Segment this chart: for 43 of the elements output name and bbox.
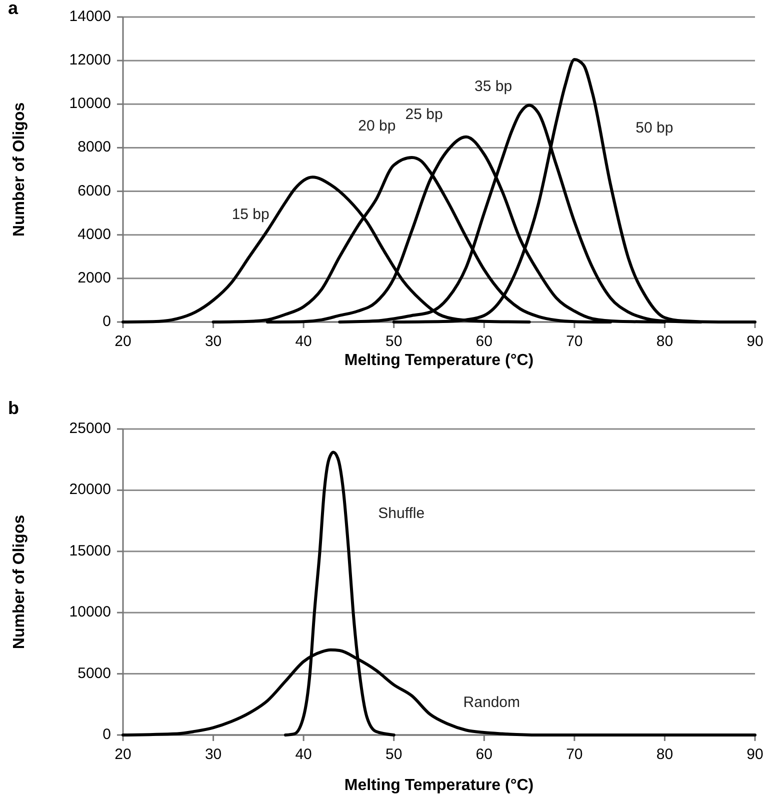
- y-axis-title: Number of Oligos: [11, 514, 28, 650]
- series-label: 25 bp: [405, 106, 443, 123]
- y-tick-label: 10000: [69, 95, 111, 112]
- x-tick-label: 50: [386, 746, 402, 763]
- x-tick-label: 90: [746, 333, 764, 350]
- y-tick-label: 4000: [78, 226, 111, 243]
- x-tick-label: 40: [295, 746, 312, 763]
- y-tick-label: 6000: [78, 182, 111, 200]
- x-axis-title: Melting Temperature (°C): [344, 777, 534, 794]
- y-tick-label: 12000: [69, 52, 111, 69]
- x-tick-label: 40: [295, 333, 312, 350]
- y-tick-label: 25000: [69, 420, 111, 437]
- x-tick-label: 80: [656, 333, 674, 350]
- x-tick-label: 30: [204, 333, 222, 350]
- y-tick-label: 15000: [69, 542, 111, 560]
- series-label: 20 bp: [358, 117, 396, 134]
- x-tick-label: 20: [114, 333, 132, 350]
- x-tick-label: 70: [566, 333, 583, 350]
- series-label: 15 bp: [232, 206, 270, 224]
- x-tick-label: 90: [746, 746, 764, 763]
- x-tick-label: 80: [656, 746, 674, 763]
- y-tick-label: 5000: [78, 664, 111, 682]
- y-tick-label: 0: [102, 312, 111, 330]
- text: Shuffle: [378, 505, 425, 522]
- x-tick-label: 20: [114, 746, 132, 763]
- y-tick-label: 0: [102, 726, 111, 743]
- y-tick-label: 14000: [69, 8, 111, 25]
- series-label: 35 bp: [474, 78, 512, 96]
- chart-title: b: [8, 398, 19, 418]
- text: 50 bp: [636, 119, 674, 136]
- x-tick-label: 50: [386, 333, 402, 350]
- x-tick-label: 70: [566, 746, 583, 763]
- series-label: Random: [463, 694, 520, 711]
- x-tick-label: 60: [476, 746, 492, 763]
- x-axis-title: Melting Temperature (°C): [344, 352, 534, 369]
- y-tick-label: 20000: [69, 481, 111, 498]
- y-tick-label: 2000: [78, 269, 111, 286]
- y-axis-title: Number of Oligos: [11, 102, 28, 237]
- x-tick-label: 60: [476, 333, 492, 350]
- chart-title: a: [8, 0, 19, 18]
- y-tick-label: 8000: [78, 138, 111, 156]
- x-tick-label: 30: [204, 746, 222, 763]
- y-tick-label: 10000: [69, 604, 111, 621]
